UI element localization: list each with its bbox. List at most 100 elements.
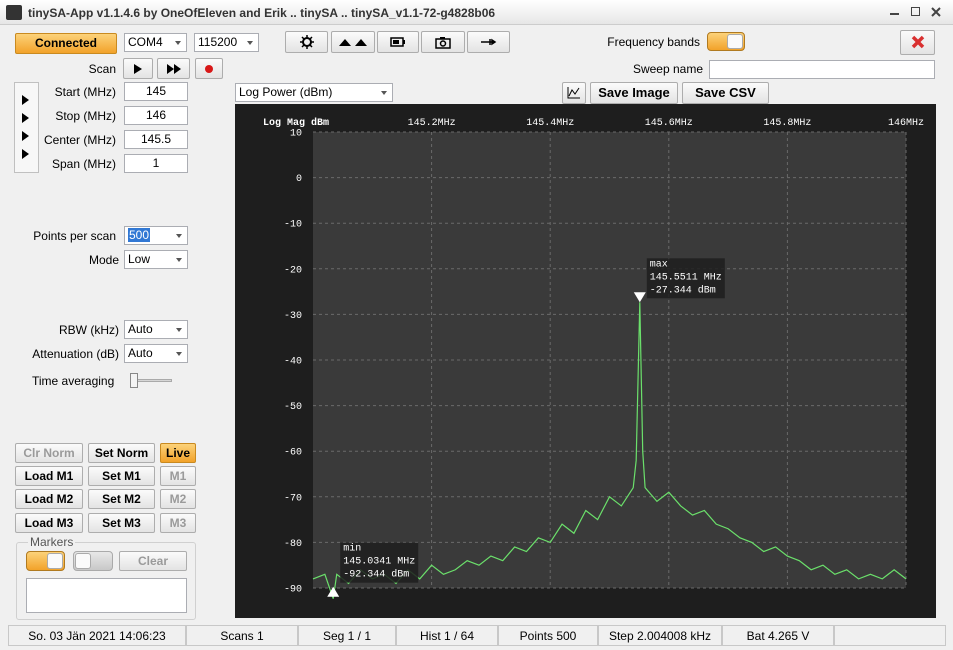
y-tick-label: -90	[284, 585, 302, 596]
save-csv-button[interactable]: Save CSV	[682, 82, 769, 104]
scan-label: Scan	[88, 62, 116, 76]
maximize[interactable]	[911, 7, 920, 16]
center-input[interactable]: 145.5	[124, 130, 188, 149]
x-tick-label: 145.8MHz	[763, 118, 811, 129]
app-icon	[6, 5, 22, 20]
load-m3-button[interactable]: Load M3	[15, 513, 83, 533]
sweep-name-label: Sweep name	[632, 62, 703, 76]
close[interactable]	[931, 7, 941, 17]
marker-name: min	[343, 543, 361, 555]
y-axis-label: Log Mag dBm	[263, 117, 329, 129]
frequency-bands-label: Frequency bands	[607, 35, 700, 49]
save-image-button[interactable]: Save Image	[590, 82, 678, 104]
set-m2-button[interactable]: Set M2	[88, 489, 155, 509]
status-item: So. 03 Jän 2021 14:06:23	[8, 625, 186, 646]
load-m2-button[interactable]: Load M2	[15, 489, 83, 509]
clr-norm-button[interactable]: Clr Norm	[15, 443, 83, 463]
exit-button[interactable]	[900, 30, 935, 55]
marker-toggle[interactable]	[26, 551, 65, 571]
record-button[interactable]	[195, 58, 223, 79]
chart: Log Mag dBm 10 0 -10 -20 -30 -40 -50 -60 -70 -80 -…	[235, 104, 936, 618]
y-tick-label: -40	[284, 357, 302, 368]
span-input[interactable]: 1	[124, 154, 188, 173]
sweep-name-input[interactable]	[709, 60, 935, 79]
setting-label: Attenuation (dB)	[32, 347, 119, 361]
field-label: Center (MHz)	[43, 133, 116, 147]
frequency-bands-toggle[interactable]	[707, 32, 745, 51]
field-label: Span (MHz)	[51, 157, 116, 171]
setting-label: Points per scan	[33, 229, 116, 243]
x-tick-label: 146MHz	[888, 118, 924, 129]
collapse-panel[interactable]	[14, 82, 39, 173]
marker-label-bg	[646, 258, 725, 299]
peaks-button[interactable]	[331, 31, 375, 53]
marker-name: max	[650, 259, 668, 270]
setting-label: RBW (kHz)	[59, 323, 119, 337]
live-button[interactable]: Live	[160, 443, 196, 463]
y-tick-label: -50	[284, 402, 302, 413]
baud-select[interactable]: 115200	[194, 33, 259, 52]
y-tick-label: 10	[290, 129, 302, 140]
y-tick-label: -30	[284, 311, 302, 322]
screenshot-button[interactable]	[421, 31, 465, 53]
marker-level: -27.344 dBm	[650, 284, 716, 296]
x-tick-label: 145.2MHz	[408, 118, 456, 129]
m2-button[interactable]: M2	[160, 489, 196, 509]
x-tick-label: 145.4MHz	[526, 118, 574, 129]
status-item: Step 2.004008 kHz	[598, 625, 722, 646]
markers-list[interactable]	[26, 578, 187, 613]
m3-button[interactable]: M3	[160, 513, 196, 533]
marker-frequency: 145.5511 MHz	[650, 272, 722, 283]
set-m3-button[interactable]: Set M3	[88, 513, 155, 533]
y-tick-label: -70	[284, 493, 302, 504]
y-tick-label: 0	[296, 174, 302, 185]
set-norm-button[interactable]: Set Norm	[88, 443, 155, 463]
setting-label: Mode	[88, 253, 119, 267]
rbw-select[interactable]: Auto	[124, 320, 188, 339]
settings-button[interactable]	[285, 31, 328, 53]
clear-button[interactable]: Clear	[119, 551, 187, 571]
attenuation-select[interactable]: Auto	[124, 344, 188, 363]
scan-continuous[interactable]	[157, 58, 190, 79]
display-select[interactable]: Log Power (dBm)	[235, 83, 393, 102]
status-item: Bat 4.265 V	[722, 625, 834, 646]
marker	[327, 586, 340, 597]
markers-group	[16, 542, 196, 620]
y-tick-label: -10	[284, 220, 302, 231]
markers-title: Markers	[28, 535, 76, 549]
marker-toggle[interactable]	[73, 551, 113, 571]
scan-once[interactable]	[123, 58, 153, 79]
time-averaging-label: Time averaging	[32, 374, 115, 388]
field-label: Start (MHz)	[54, 85, 116, 99]
marker-level: -92.344 dBm	[343, 569, 409, 581]
battery-button[interactable]	[377, 31, 419, 53]
port-select[interactable]: COM4	[124, 33, 187, 52]
status-item: Scans 1	[186, 625, 298, 646]
start-input[interactable]: 145	[124, 82, 188, 101]
status-item: Hist 1 / 64	[396, 625, 498, 646]
stop-input[interactable]: 146	[124, 106, 188, 125]
minimize[interactable]	[890, 13, 899, 15]
y-tick-label: -60	[284, 448, 302, 459]
title-bar: tinySA-App v1.1.4.6 by OneOfEleven and E…	[0, 0, 953, 25]
load-m1-button[interactable]: Load M1	[15, 466, 83, 486]
x-tick-label: 145.6MHz	[645, 118, 693, 129]
y-tick-label: -20	[284, 265, 302, 276]
slider-thumb[interactable]	[130, 373, 138, 388]
window-title: tinySA-App v1.1.4.6 by OneOfEleven and E…	[28, 6, 496, 20]
mode-select[interactable]: Low	[124, 250, 188, 269]
marker	[633, 292, 646, 303]
usb-button[interactable]	[467, 31, 510, 53]
connect-button[interactable]: Connected	[15, 33, 117, 54]
points-select[interactable]: 500	[124, 226, 188, 245]
m1-button[interactable]: M1	[160, 466, 196, 486]
chart-options[interactable]	[562, 82, 586, 104]
y-tick-label: -80	[284, 539, 302, 550]
set-m1-button[interactable]: Set M1	[88, 466, 155, 486]
points-value: 500	[128, 228, 151, 242]
status-item: Seg 1 / 1	[298, 625, 396, 646]
status-item	[834, 625, 946, 646]
marker-frequency: 145.0341 MHz	[343, 557, 415, 568]
slider-track	[132, 379, 172, 382]
